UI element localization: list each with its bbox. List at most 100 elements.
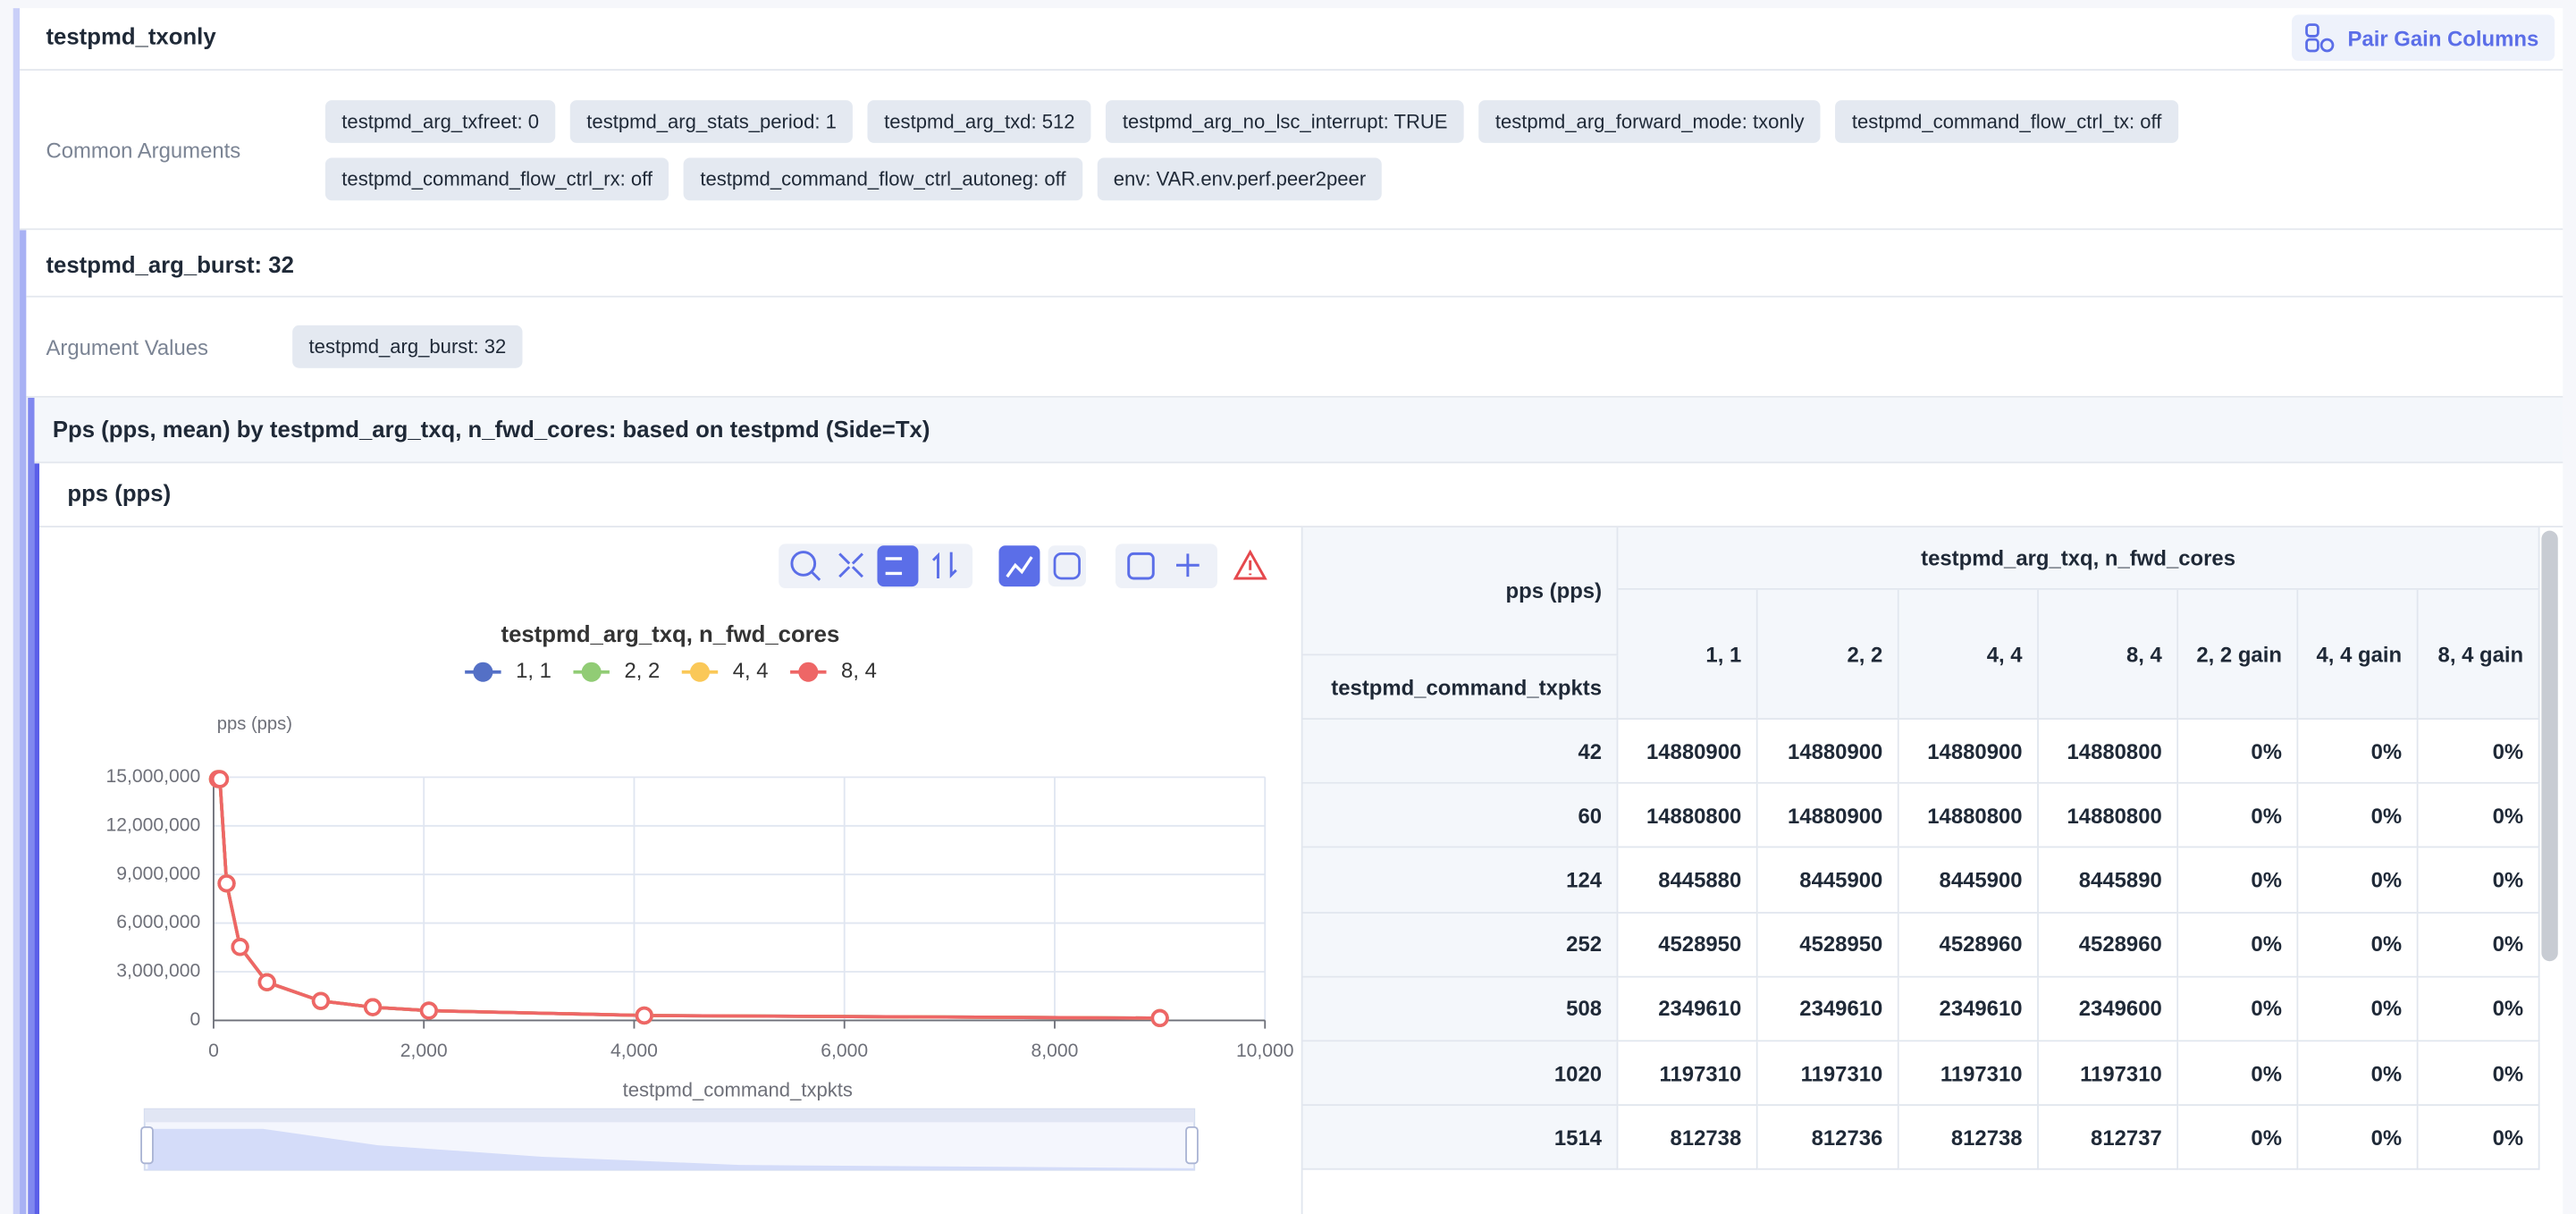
accent — [34, 463, 40, 1214]
gain-value: 0% — [2418, 977, 2540, 1042]
accent — [28, 397, 35, 1214]
header — [20, 8, 2563, 72]
table-value: 1197310 — [1898, 1041, 2039, 1107]
table-header: 1, 1 — [1618, 589, 1758, 721]
subsection-header — [39, 463, 2563, 527]
table-value: 812737 — [2038, 1106, 2179, 1171]
legend-item[interactable]: 8, 4 — [790, 659, 877, 683]
section-title: Pps (pps, mean) by testpmd_arg_txq, n_fw… — [52, 416, 930, 443]
table-value: 14880800 — [1898, 784, 2039, 849]
tag-list: testpmd_arg_burst: 32 — [292, 325, 1278, 383]
x-tick-label: 2,000 — [400, 1041, 448, 1061]
point — [217, 874, 236, 893]
gain-value: 0% — [2298, 1041, 2419, 1107]
row-key: 252 — [1302, 913, 1619, 978]
tag: testpmd_command_flow_ctrl_autoneg: off — [683, 157, 1082, 201]
point — [210, 770, 230, 788]
table-value: 812736 — [1757, 1106, 1899, 1171]
section-header — [34, 397, 2563, 464]
reset-icon[interactable] — [838, 552, 863, 578]
x-axis-label: testpmd_command_txpkts — [623, 1078, 853, 1100]
legend-label: 1, 1 — [516, 659, 551, 683]
table-value: 14880800 — [2038, 720, 2179, 785]
tag: testpmd_arg_forward_mode: txonly — [1478, 100, 1821, 143]
point — [363, 998, 383, 1016]
table-value: 812738 — [1898, 1106, 2039, 1171]
legend-item[interactable]: 4, 4 — [681, 659, 769, 683]
point — [419, 1001, 438, 1020]
y-tick-label: 9,000,000 — [116, 864, 200, 884]
x-tick-label: 0 — [208, 1041, 219, 1061]
zoom-bar[interactable] — [144, 1109, 1195, 1123]
line-mode[interactable] — [998, 545, 1040, 587]
warning-icon[interactable] — [1233, 549, 1267, 580]
subsection-title: pps (pps) — [67, 479, 172, 507]
gain-value: 0% — [2298, 913, 2419, 978]
gain-value: 0% — [2178, 848, 2299, 914]
header-title: testpmd_txonly — [46, 22, 216, 50]
point — [311, 991, 331, 1010]
toolbar-group — [779, 544, 973, 589]
tag: testpmd_arg_txd: 512 — [867, 100, 1091, 143]
legend-item[interactable]: 2, 2 — [573, 659, 660, 683]
tag: testpmd_arg_txfreet: 0 — [324, 100, 556, 143]
gain-value: 0% — [2178, 913, 2299, 978]
table-value: 14880800 — [2038, 784, 2179, 849]
y-tick-label: 3,000,000 — [116, 961, 200, 982]
fit-icon[interactable] — [1127, 552, 1155, 580]
legend-item[interactable]: 1, 1 — [465, 659, 551, 683]
table-value: 1197310 — [2038, 1041, 2179, 1107]
gain-value: 0% — [2418, 913, 2540, 978]
tag: testpmd_arg_burst: 32 — [292, 325, 523, 368]
swap-icon[interactable] — [931, 552, 957, 578]
legend-marker — [581, 662, 602, 682]
group-title: testpmd_arg_burst: 32 — [46, 251, 294, 278]
gain-value: 0% — [2418, 1041, 2540, 1107]
argument-values-label: Argument Values — [46, 334, 208, 360]
gain-value: 0% — [2418, 848, 2540, 914]
tag: env: VAR.env.perf.peer2peer — [1097, 157, 1383, 201]
tag: testpmd_arg_stats_period: 1 — [569, 100, 854, 143]
table-value: 4528950 — [1618, 913, 1758, 978]
y-tick-label: 6,000,000 — [116, 912, 200, 932]
table-value: 2349610 — [1618, 977, 1758, 1042]
common-arguments — [20, 71, 2563, 231]
series-line — [217, 777, 1160, 1020]
y-tick-label: 15,000,000 — [106, 766, 201, 787]
add-icon[interactable] — [1176, 553, 1200, 577]
table-value: 812738 — [1618, 1106, 1758, 1171]
gain-value: 0% — [2418, 720, 2540, 785]
table-header: 2, 2 — [1757, 589, 1899, 721]
gain-value: 0% — [2418, 1106, 2540, 1171]
table-header: pps (pps) — [1302, 527, 1619, 656]
table-value: 8445900 — [1898, 848, 2039, 914]
accent — [13, 8, 21, 1214]
row-key: 1020 — [1302, 1041, 1619, 1107]
zoom-handle[interactable] — [140, 1125, 154, 1165]
table-header: testpmd_arg_txq, n_fwd_cores — [1618, 527, 2540, 590]
chart-title: testpmd_arg_txq, n_fwd_cores — [501, 622, 840, 647]
legend-marker — [473, 662, 493, 682]
scatter-icon — [1053, 552, 1081, 580]
row-key: 60 — [1302, 784, 1619, 849]
table-header: 4, 4 — [1898, 589, 2039, 721]
group-header — [26, 230, 2563, 298]
x-tick-label: 6,000 — [821, 1041, 868, 1061]
row-key: 124 — [1302, 848, 1619, 914]
toolbar-active[interactable] — [877, 545, 919, 587]
zoom-area — [147, 1128, 1195, 1170]
row-key: 508 — [1302, 977, 1619, 1042]
gain-value: 0% — [2178, 784, 2299, 849]
table-value: 4528960 — [2038, 913, 2179, 978]
zoom-handle[interactable] — [1185, 1125, 1199, 1165]
table-header: 8, 4 gain — [2418, 589, 2540, 721]
zoom-icon[interactable] — [790, 551, 817, 577]
table-value: 14880900 — [1618, 720, 1758, 785]
scrollbar[interactable] — [2541, 530, 2558, 962]
legend-label: 2, 2 — [624, 659, 660, 683]
gain-value: 0% — [2298, 720, 2419, 785]
table-value: 8445880 — [1618, 848, 1758, 914]
pair-gain-button[interactable]: Pair Gain Columns — [2292, 14, 2555, 62]
